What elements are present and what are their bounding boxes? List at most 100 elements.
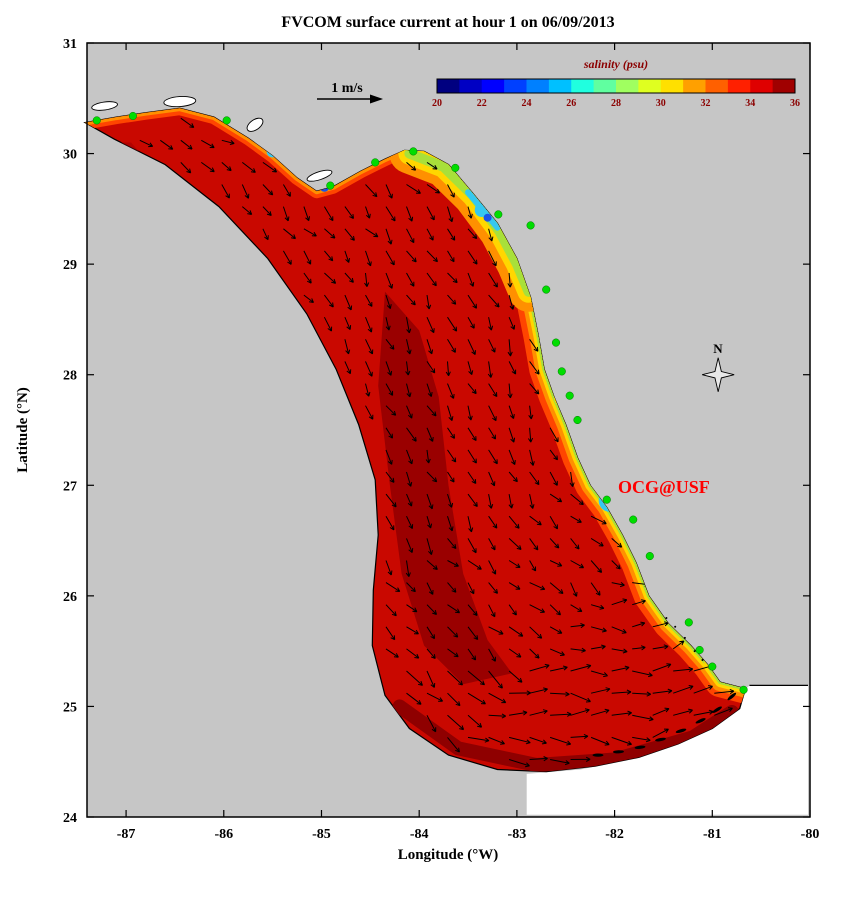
station-dot [128, 111, 137, 121]
station-dot [573, 415, 582, 425]
station-dot [409, 147, 418, 156]
y-tick-label: 29 [63, 258, 77, 273]
colorbar-segment [437, 79, 460, 93]
station-dot [602, 495, 611, 504]
y-tick-label: 30 [63, 148, 77, 163]
florida-keys-island [695, 718, 706, 724]
x-tick-label: -87 [117, 827, 136, 842]
station-dot [326, 181, 335, 190]
station-dot [695, 645, 704, 655]
florida-keys-island [712, 706, 722, 713]
station-dot [629, 515, 638, 524]
north-label: N [713, 341, 723, 356]
station-dot [739, 685, 748, 694]
station-dot [708, 662, 717, 671]
axes-layer: -87 -86 -85 -84 -83 -82 -81 -80 24 25 26 27 28 29 30 31 [63, 37, 819, 842]
scale-arrow-label: 1 m/s [331, 81, 363, 96]
y-tick-label: 31 [63, 37, 77, 52]
coastal-bay [246, 117, 264, 132]
colorbar-tick-label: 24 [522, 98, 532, 109]
station-dot [542, 285, 551, 294]
y-tick-label: 24 [63, 811, 77, 826]
station-dot [645, 552, 654, 561]
station-dot [684, 618, 693, 627]
florida-keys-island [727, 692, 737, 701]
colorbar-tick-label: 34 [745, 98, 755, 109]
station-layer [92, 111, 748, 694]
colorbar-segment [660, 79, 684, 93]
colorbar-tick-label: 22 [477, 98, 487, 109]
colorbar-segment [548, 79, 572, 93]
colorbar-segment [504, 79, 528, 93]
coast-islet [693, 650, 696, 653]
x-tick-label: -85 [312, 827, 331, 842]
x-tick-label: -86 [214, 827, 233, 842]
coast-islet [674, 625, 677, 628]
colorbar-segment [481, 79, 505, 93]
x-tick-label: -83 [508, 827, 527, 842]
coastal-bay [91, 101, 118, 111]
high-salinity-south-rim [392, 699, 739, 772]
station-dot [222, 116, 231, 125]
scale-arrow [317, 94, 383, 104]
colorbar-tick-label: 26 [566, 98, 576, 109]
colorbar-segment [638, 79, 662, 93]
colorbar-tick-label: 36 [790, 98, 800, 109]
colorbar-tick-label: 30 [656, 98, 666, 109]
colorbar-segment [705, 79, 729, 93]
colorbar: 20 22 24 26 28 30 32 34 36 [432, 78, 800, 109]
station-dot [451, 163, 460, 172]
current-vectors [139, 117, 735, 768]
colorbar-segment [616, 79, 639, 93]
colorbar-segment [526, 79, 550, 93]
colorbar-segment [571, 79, 595, 93]
salinity-structure [85, 108, 746, 772]
colorbar-tick-label: 20 [432, 98, 442, 109]
coastline-detail [91, 96, 808, 757]
colorbar-border [436, 78, 796, 94]
coastal-bay [306, 169, 333, 182]
florida-keys-island [613, 750, 624, 754]
florida-keys-island [592, 753, 604, 757]
florida-keys-island [675, 728, 687, 733]
x-tick-label: -82 [605, 827, 624, 842]
colorbar-segment [772, 79, 796, 93]
y-axis-label: Latitude (°N) [15, 387, 31, 473]
station-dot [494, 210, 503, 219]
station-dot [557, 367, 566, 376]
colorbar-segment [683, 79, 707, 93]
station-dot [551, 338, 561, 347]
station-dot [526, 221, 535, 230]
colorbar-tick-label: 28 [611, 98, 621, 109]
y-tick-label: 28 [63, 369, 77, 384]
coast-islet [665, 617, 668, 619]
florida-keys-island [655, 737, 666, 742]
colorbar-segment [727, 79, 751, 93]
coast-islet [701, 659, 704, 661]
coast-islet [683, 636, 686, 639]
compass-rose-icon [702, 357, 735, 392]
colorbar-segment [459, 79, 483, 93]
scale-arrow-head [370, 94, 383, 104]
colorbar-segment [593, 79, 617, 93]
station-dot [92, 116, 101, 125]
station-dot [565, 391, 574, 400]
y-tick-label: 26 [63, 590, 77, 605]
x-tick-label: -81 [703, 827, 722, 842]
x-tick-label: -84 [410, 827, 429, 842]
x-axis-label: Longitude (°W) [398, 847, 499, 863]
station-dot [371, 158, 380, 167]
colorbar-segment [750, 79, 774, 93]
florida-keys-island [634, 745, 646, 749]
axes-box [86, 42, 811, 818]
y-tick-label: 25 [63, 700, 77, 715]
plot-title: FVCOM surface current at hour 1 on 06/09… [281, 14, 614, 31]
y-tick-label: 27 [63, 479, 77, 494]
fresh-water-patch [483, 213, 492, 222]
coastal-bay [163, 96, 197, 108]
outside-domain-ocean [526, 685, 808, 815]
high-salinity-core [378, 291, 512, 685]
current-vector-layer [139, 117, 735, 768]
